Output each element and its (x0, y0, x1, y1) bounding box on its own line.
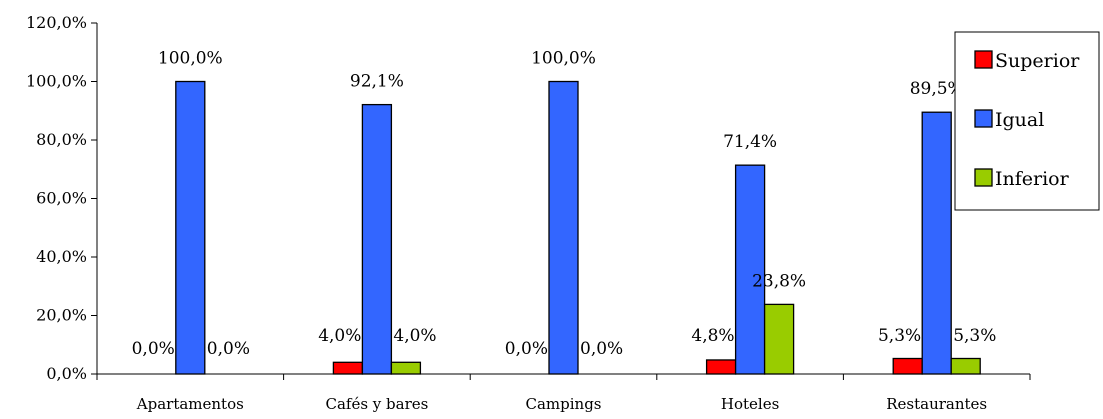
x-tick-label: Restaurantes (886, 395, 987, 413)
y-tick-label: 20,0% (36, 306, 87, 325)
legend-label: Superior (995, 50, 1080, 72)
x-tick-label: Campings (525, 395, 601, 413)
y-tick-label: 120,0% (26, 13, 87, 32)
data-label: 4,8% (691, 326, 734, 346)
y-tick-label: 60,0% (36, 189, 87, 208)
bar-superior (892, 357, 923, 375)
data-label: 100,0% (158, 49, 223, 69)
x-tick-label: Cafés y bares (325, 395, 428, 413)
bars (175, 80, 981, 375)
y-tick-label: 40,0% (36, 247, 87, 266)
x-tick-label: Apartamentos (136, 395, 244, 413)
legend-swatch (974, 50, 993, 69)
data-label: 0,0% (505, 339, 548, 359)
bar-igual (548, 80, 579, 375)
data-labels: 0,0% 100,0% 0,0% 4,0% 92,1% 4,0% 0,0% 100,0% 0,0… (132, 49, 997, 360)
data-label: 5,3% (953, 326, 996, 346)
data-label: 0,0% (580, 339, 623, 359)
y-tick-label: 80,0% (36, 130, 87, 149)
bar-inferior (763, 303, 795, 375)
data-label: 89,5% (910, 79, 964, 99)
bar-superior (332, 361, 364, 375)
data-label: 23,8% (752, 271, 806, 291)
data-label: 0,0% (207, 339, 250, 359)
data-label: 4,0% (393, 326, 436, 346)
bar-igual (175, 80, 206, 375)
data-label: 0,0% (132, 339, 175, 359)
data-label: 4,0% (318, 326, 361, 346)
y-tick-label: 100,0% (26, 72, 87, 91)
legend-swatch (974, 168, 993, 187)
data-label: 100,0% (531, 49, 596, 69)
legend-swatch (974, 109, 993, 128)
y-tick-label: 0,0% (46, 364, 87, 383)
bar-igual (921, 111, 952, 375)
legend-label: Igual (995, 109, 1044, 131)
bar-inferior (390, 361, 422, 375)
legend: Superior Igual Inferior (954, 31, 1100, 211)
data-label: 92,1% (350, 72, 404, 92)
x-tick-label: Hoteles (721, 395, 779, 413)
bar-igual (734, 164, 766, 375)
axes: 0,0% 20,0% 40,0% 60,0% 80,0% 100,0% 120,0% Apar… (26, 13, 1031, 413)
bar-inferior (950, 357, 981, 375)
data-label: 71,4% (723, 132, 777, 152)
bar-superior (705, 359, 737, 375)
legend-label: Inferior (995, 168, 1070, 190)
data-label: 5,3% (878, 326, 921, 346)
bar-igual (361, 103, 393, 375)
